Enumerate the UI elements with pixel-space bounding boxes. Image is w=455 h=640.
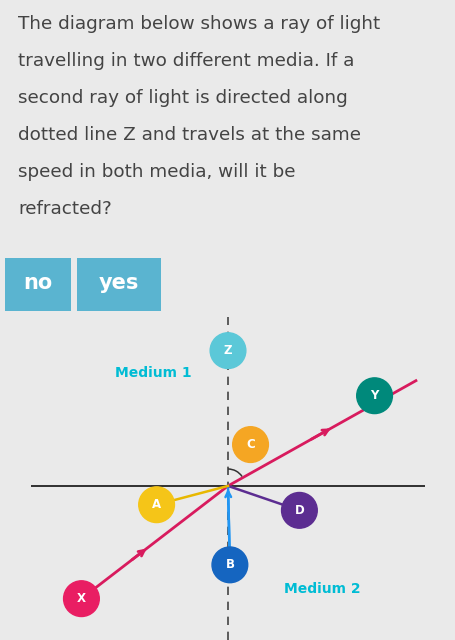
FancyBboxPatch shape [5, 258, 71, 312]
Text: B: B [225, 558, 234, 572]
Circle shape [356, 378, 392, 413]
Text: second ray of light is directed along: second ray of light is directed along [18, 89, 347, 107]
Text: A: A [152, 498, 161, 511]
Text: The diagram below shows a ray of light: The diagram below shows a ray of light [18, 15, 379, 33]
Text: Medium 2: Medium 2 [284, 582, 360, 596]
Text: speed in both media, will it be: speed in both media, will it be [18, 163, 295, 180]
Circle shape [212, 547, 247, 582]
Text: refracted?: refracted? [18, 200, 112, 218]
Text: Y: Y [369, 389, 378, 402]
Circle shape [63, 581, 99, 616]
Circle shape [232, 427, 268, 463]
Text: Medium 1: Medium 1 [115, 366, 192, 380]
Text: no: no [23, 273, 52, 293]
Text: travelling in two different media. If a: travelling in two different media. If a [18, 52, 354, 70]
Text: Z: Z [223, 344, 232, 357]
Text: C: C [246, 438, 254, 451]
Circle shape [281, 493, 317, 528]
Text: dotted line Z and travels at the same: dotted line Z and travels at the same [18, 126, 360, 144]
FancyBboxPatch shape [76, 258, 161, 312]
Text: D: D [294, 504, 303, 517]
Text: yes: yes [98, 273, 138, 293]
Text: X: X [77, 592, 86, 605]
Circle shape [210, 333, 245, 369]
Circle shape [138, 487, 174, 522]
